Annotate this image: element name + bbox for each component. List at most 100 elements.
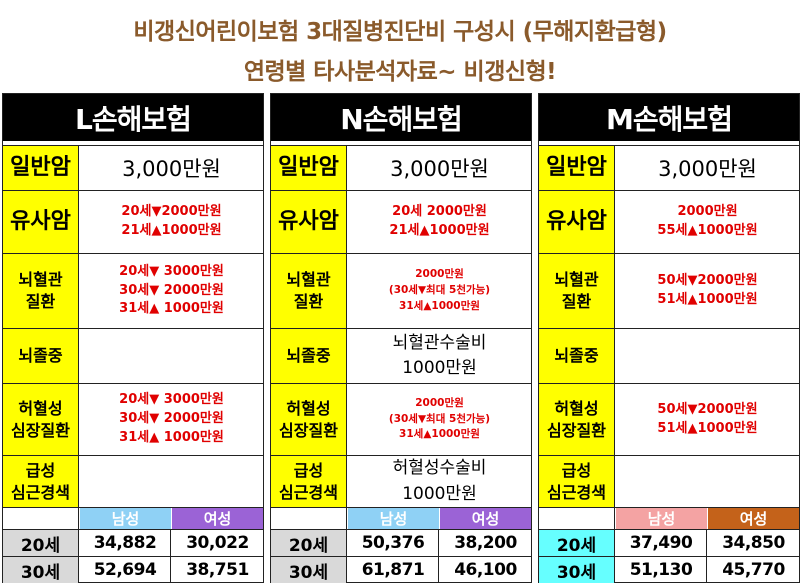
value-acute-mi — [80, 456, 263, 507]
label-cancer: 일반암 — [539, 146, 615, 190]
company-name: N손해보험 — [271, 94, 531, 141]
premium-female: 38,751 — [186, 560, 249, 580]
premium-male: 34,882 — [80, 530, 171, 556]
premium-header-male: 남성 — [348, 508, 439, 529]
premium-header-female: 여성 — [440, 508, 531, 529]
premium-age: 20세 — [271, 530, 347, 556]
label-similar-cancer: 유사암 — [3, 191, 79, 253]
label-similar-cancer: 유사암 — [539, 191, 615, 253]
row-stroke: 뇌졸중 뇌혈관수술비 1000만원 — [271, 329, 531, 384]
value-cerebrovascular: 20세▼ 3000만원 30세▼ 2000만원 31세▲ 1000만원 — [119, 263, 224, 317]
row-ischemic-heart: 허혈성 심장질환 2000만원 (30세▼최대 5천가능) 31세▲1000만원 — [271, 384, 531, 456]
label-cancer: 일반암 — [271, 146, 347, 190]
value-ischemic-heart: 50세▼2000만원 51세▲1000만원 — [657, 401, 758, 436]
premium-male: 51,130 — [616, 557, 707, 583]
premium-header-female: 여성 — [172, 508, 263, 529]
premium-header-blank — [3, 508, 79, 529]
premium-male: 61,871 — [348, 557, 439, 583]
row-similar-cancer: 유사암 20세 2000만원 21세▲1000만원 — [271, 191, 531, 254]
label-stroke: 뇌졸중 — [539, 329, 615, 383]
value-cerebrovascular: 50세▼2000만원 51세▲1000만원 — [657, 273, 758, 307]
premium-age: 30세 — [3, 557, 79, 583]
premium-female: 46,100 — [454, 560, 517, 580]
company-panel-n: N손해보험 일반암 3,000만원 유사암 20세 2000만원 21세▲100… — [270, 93, 532, 583]
divider — [271, 141, 531, 146]
row-ischemic-heart: 허혈성 심장질환 20세▼ 3000만원 30세▼ 2000만원 31세▲ 10… — [3, 384, 263, 456]
row-cerebrovascular: 뇌혈관 질환 2000만원 (30세▼최대 5천가능) 31세▲1000만원 — [271, 254, 531, 329]
premium-header-female: 여성 — [708, 508, 799, 529]
value-stroke — [80, 329, 263, 383]
value-cancer: 3,000만원 — [390, 157, 489, 181]
row-stroke: 뇌졸중 — [3, 329, 263, 384]
premium-header: 남성 여성 — [271, 508, 531, 529]
row-stroke: 뇌졸중 — [539, 329, 799, 384]
company-panel-m: M손해보험 일반암 3,000만원 유사암 2000만원 55세▲1000만원 … — [538, 93, 800, 583]
label-similar-cancer: 유사암 — [271, 191, 347, 253]
premium-female: 30,022 — [186, 533, 249, 553]
label-acute-mi: 급성 심근경색 — [3, 456, 79, 507]
value-stroke: 뇌혈관수술비 1000만원 — [392, 332, 487, 379]
premium-header-blank — [271, 508, 347, 529]
row-cerebrovascular: 뇌혈관 질환 20세▼ 3000만원 30세▼ 2000만원 31세▲ 1000… — [3, 254, 263, 329]
premium-male: 37,490 — [616, 530, 707, 556]
company-name: L손해보험 — [3, 94, 263, 141]
premium-header-male: 남성 — [616, 508, 707, 529]
label-stroke: 뇌졸중 — [271, 329, 347, 383]
value-similar-cancer: 20세 2000만원 21세▲1000만원 — [389, 204, 490, 238]
premium-header: 남성 여성 — [539, 508, 799, 529]
premium-row: 30세 51,130 45,770 — [539, 556, 799, 583]
row-cancer: 일반암 3,000만원 — [539, 146, 799, 191]
divider — [539, 141, 799, 146]
premium-row: 30세 61,871 46,100 — [271, 556, 531, 583]
row-acute-mi: 급성 심근경색 — [539, 456, 799, 508]
row-acute-mi: 급성 심근경색 — [3, 456, 263, 508]
page-subtitle: 연령별 타사분석자료~ 비갱신형! — [243, 59, 557, 85]
page-title: 비갱신어린이보험 3대질병진단비 구성시 (무해지환급형) — [133, 19, 667, 45]
row-cancer: 일반암 3,000만원 — [271, 146, 531, 191]
label-cerebrovascular: 뇌혈관 질환 — [3, 254, 79, 328]
row-similar-cancer: 유사암 20세▼2000만원 21세▲1000만원 — [3, 191, 263, 254]
label-stroke: 뇌졸중 — [3, 329, 79, 383]
premium-row: 20세 37,490 34,850 — [539, 529, 799, 556]
label-cerebrovascular: 뇌혈관 질환 — [271, 254, 347, 328]
divider — [3, 141, 263, 146]
label-acute-mi: 급성 심근경색 — [539, 456, 615, 507]
row-cancer: 일반암 3,000만원 — [3, 146, 263, 191]
value-stroke — [616, 329, 799, 383]
label-ischemic-heart: 허혈성 심장질환 — [539, 384, 615, 455]
value-cerebrovascular: 2000만원 (30세▼최대 5천가능) 31세▲1000만원 — [388, 268, 491, 312]
row-cerebrovascular: 뇌혈관 질환 50세▼2000만원 51세▲1000만원 — [539, 254, 799, 329]
label-acute-mi: 급성 심근경색 — [271, 456, 347, 507]
company-name: M손해보험 — [539, 94, 799, 141]
value-acute-mi: 허혈성수술비 1000만원 — [392, 458, 487, 504]
label-cancer: 일반암 — [3, 146, 79, 190]
premium-male: 50,376 — [348, 530, 439, 556]
premium-age: 20세 — [539, 530, 615, 556]
label-cerebrovascular: 뇌혈관 질환 — [539, 254, 615, 328]
value-ischemic-heart: 20세▼ 3000만원 30세▼ 2000만원 31세▲ 1000만원 — [119, 392, 224, 445]
premium-female: 38,200 — [454, 533, 517, 553]
premium-row: 30세 52,694 38,751 — [3, 556, 263, 583]
premium-age: 30세 — [539, 557, 615, 583]
value-similar-cancer: 20세▼2000만원 21세▲1000만원 — [121, 204, 222, 238]
premium-female: 45,770 — [722, 560, 785, 580]
premium-row: 20세 34,882 30,022 — [3, 529, 263, 556]
row-ischemic-heart: 허혈성 심장질환 50세▼2000만원 51세▲1000만원 — [539, 384, 799, 456]
premium-male: 52,694 — [80, 557, 171, 583]
premium-female: 34,850 — [722, 533, 785, 553]
premium-row: 20세 50,376 38,200 — [271, 529, 531, 556]
premium-header-blank — [539, 508, 615, 529]
value-cancer: 3,000만원 — [658, 157, 757, 181]
premium-header: 남성 여성 — [3, 508, 263, 529]
value-similar-cancer: 2000만원 55세▲1000만원 — [657, 204, 758, 238]
premium-header-male: 남성 — [80, 508, 171, 529]
premium-age: 20세 — [3, 530, 79, 556]
row-acute-mi: 급성 심근경색 허혈성수술비 1000만원 — [271, 456, 531, 508]
value-ischemic-heart: 2000만원 (30세▼최대 5천가능) 31세▲1000만원 — [388, 396, 491, 441]
label-ischemic-heart: 허혈성 심장질환 — [3, 384, 79, 455]
row-similar-cancer: 유사암 2000만원 55세▲1000만원 — [539, 191, 799, 254]
premium-age: 30세 — [271, 557, 347, 583]
company-panel-l: L손해보험 일반암 3,000만원 유사암 20세▼2000만원 21세▲100… — [2, 93, 264, 583]
label-ischemic-heart: 허혈성 심장질환 — [271, 384, 347, 455]
value-cancer: 3,000만원 — [122, 157, 221, 181]
